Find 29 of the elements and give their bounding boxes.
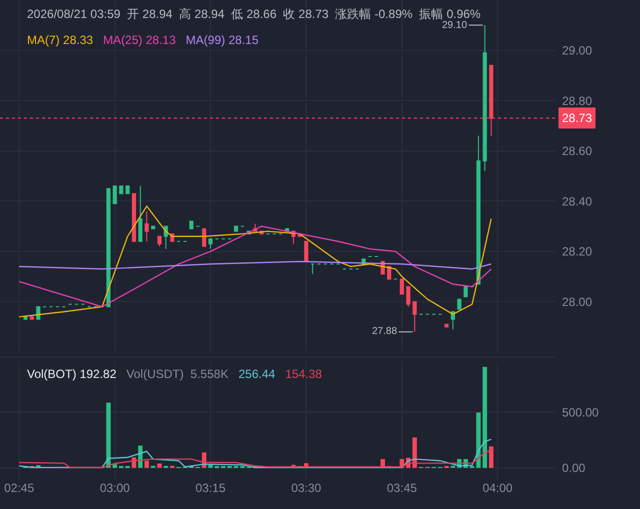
y-tick-label: 29.00 <box>562 43 592 58</box>
text: MA(25) <box>103 33 142 47</box>
y-tick-label: 28.00 <box>562 294 592 309</box>
text: MA(7) <box>27 33 60 47</box>
y-tick-label: 500.00 <box>562 405 600 420</box>
y-tick-label: 28.20 <box>562 244 592 259</box>
annotation: 192.82 <box>80 367 117 381</box>
x-tick-label: 03:45 <box>386 481 418 495</box>
annotation: Vol(USDT) 5.558K <box>126 367 228 381</box>
x-tick-label: 04:00 <box>482 481 513 495</box>
text: 2026/08/21 03:59 开 28.94 高 28.94 低 28.66 收 28.73 涨跌幅 -0.89% 振幅 0.96% <box>27 7 481 21</box>
text: Vol(BOT) <box>27 367 76 381</box>
y-tick-label: 28.80 <box>562 94 592 108</box>
x-tick-label: 03:30 <box>291 481 322 495</box>
annotation: 27.88 <box>372 326 398 337</box>
text: MA(99) <box>186 33 226 47</box>
y-tick-label: 0.00 <box>562 461 586 476</box>
x-tick-label: 02:45 <box>4 481 34 495</box>
x-tick-label: 03:00 <box>100 481 130 495</box>
annotation: 29.10 <box>442 20 468 31</box>
ref-line-label: 28.73 <box>562 111 592 125</box>
annotation: 154.38 <box>285 367 322 381</box>
annotation: 256.44 <box>238 367 276 381</box>
x-tick-label: 03:15 <box>196 481 226 495</box>
y-tick-label: 28.60 <box>562 144 592 158</box>
annotation: 28.13 <box>146 33 176 47</box>
annotation: 28.15 <box>228 33 259 47</box>
y-tick-label: 28.40 <box>562 194 592 208</box>
annotation: 28.33 <box>63 33 94 47</box>
